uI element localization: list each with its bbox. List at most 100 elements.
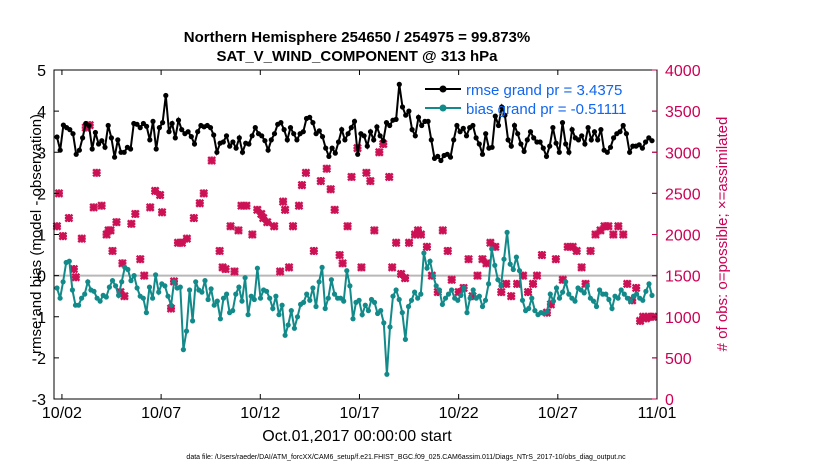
rmse-series-point [374,124,380,130]
rmse-series-point [515,131,521,137]
rmse-series-point [188,134,194,140]
rmse-series-point [172,135,178,141]
obs-count-marker [89,203,99,212]
obs-count-marker [207,156,217,165]
y2-tick-label: 1000 [665,310,701,327]
rmse-series-point [521,148,527,154]
rmse-series-point [271,131,278,137]
obs-count-marker [512,279,522,289]
x-tick-label: 10/07 [141,405,181,422]
rmse-series-point [73,151,79,157]
obs-count-marker [234,226,243,235]
bias-series-point [91,288,97,294]
bias-series-point [85,279,91,285]
rmse-series-point [563,141,569,147]
rmse-series-point [559,120,566,126]
rmse-series-point [393,116,399,122]
bias-series-point [276,312,282,318]
bias-series-point [79,295,85,301]
bias-series-point [430,273,436,279]
rmse-series-point [112,154,118,160]
rmse-series-point [620,122,626,129]
y2-axis-label: # of obs: o=possible; ×=assimilated [714,117,731,352]
bias-series-point [584,283,590,289]
rmse-series-point [214,149,220,155]
rmse-series-point [211,132,217,138]
rmse-series-point [377,133,383,139]
rmse-series-point [96,141,102,147]
obs-count-marker [130,209,140,219]
obs-count-marker [532,271,542,280]
bias-series-point [313,303,319,310]
obs-count-marker [422,242,432,252]
bias-series-point [267,295,273,301]
obs-count-marker [221,264,230,274]
rmse-series-point [435,153,441,159]
bias-series-point [153,272,159,278]
obs-count-marker [443,246,453,256]
rmse-series-point [144,123,150,129]
bias-series-point [408,297,415,303]
obs-count-marker [387,263,397,272]
rmse-series-point [627,149,633,155]
obs-count-marker [182,234,192,243]
rmse-series-point [495,122,502,129]
bias-series-point [341,298,347,304]
y-tick-label: -3 [32,392,46,409]
rmse-series-point [294,137,300,143]
obs-count-marker [501,279,511,289]
rmse-series-point [447,154,454,160]
bias-series-point [399,310,405,316]
rmse-series-point [585,125,591,131]
rmse-series-point [463,133,470,139]
bias-series-point [362,302,368,308]
rmse-series-point [540,145,546,151]
rmse-series-point [566,149,572,155]
bias-series-point [282,332,288,338]
rmse-series-point [639,145,646,151]
obs-count-marker [330,205,340,215]
bias-series-point [146,284,153,290]
rmse-series-point [323,145,329,151]
obs-count-marker [604,221,613,231]
obs-count-marker [69,264,79,274]
bias-series-point [504,229,510,235]
rmse-series-point [508,143,514,149]
obs-count-marker [288,221,298,231]
obs-count-marker [155,190,165,200]
obs-count-marker [357,263,366,272]
bias-series-point [415,295,421,301]
rmse-series-point [169,120,175,127]
obs-count-marker [572,246,582,256]
rmse-series-point [415,114,422,120]
y2-tick-label: 0 [665,392,674,409]
rmse-series-point [492,113,498,119]
legend-bias-marker [439,104,447,112]
legend-rmse-marker [439,85,447,93]
bias-series-point [646,281,652,287]
obs-count-marker [496,287,506,297]
bias-series-point [171,279,177,285]
rmse-series-point [342,137,348,143]
rmse-series-point [121,149,127,155]
bias-series-point [501,256,507,262]
bias-series-point [458,292,464,298]
obs-count-marker [157,207,167,217]
bias-series-point [193,279,199,285]
rmse-series-point [604,149,610,155]
obs-count-marker [226,221,235,231]
bias-series-point [109,278,116,284]
obs-count-marker [215,246,224,256]
obs-count-marker [577,263,586,272]
bias-series-point [168,302,174,308]
rmse-series-point [607,144,614,150]
bias-series-point [254,265,260,271]
bias-series-point [489,246,495,252]
bias-series-point [310,285,316,291]
obs-count-marker [262,217,272,227]
x-axis-label: Oct.01,2017 00:00:00 start [262,428,452,445]
rmse-series-point [233,145,239,151]
bias-series-point [202,278,208,284]
